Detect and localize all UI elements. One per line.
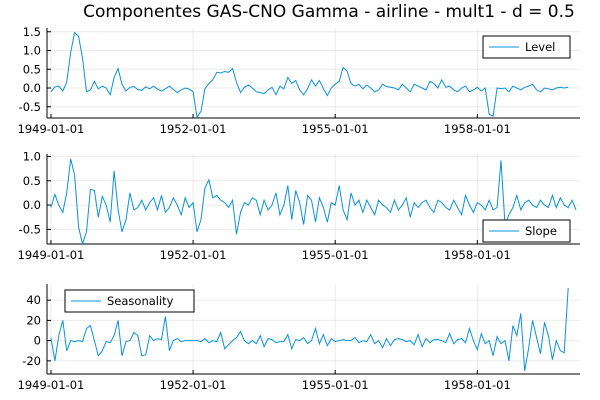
y-tick-label: -20 <box>22 354 41 368</box>
y-tick-label: 0.5 <box>23 174 41 188</box>
legend-box <box>482 35 571 59</box>
chart-title: Componentes GAS-CNO Gamma - airline - mu… <box>83 2 575 22</box>
legend-seasonality: Seasonality <box>64 289 195 313</box>
y-tick-label: 0.0 <box>23 81 41 95</box>
x-tick-label: 1958-01-01 <box>444 378 511 392</box>
x-tick-label: 1958-01-01 <box>444 248 511 262</box>
x-tick-label: 1952-01-01 <box>160 122 227 136</box>
y-tick-label: 40 <box>26 293 41 307</box>
legend-box <box>64 289 195 313</box>
panel-level: 1.5 1.0 0.5 0.0 -0.5 1949-01-01 1952-01-01 1955… <box>18 25 580 136</box>
x-tick-label: 1955-01-01 <box>302 248 369 262</box>
x-tick-label: 1958-01-01 <box>444 122 511 136</box>
x-tick-label: 1955-01-01 <box>302 378 369 392</box>
y-tick-label: 1.5 <box>23 25 41 39</box>
x-tick-label: 1955-01-01 <box>302 122 369 136</box>
y-tick-label: 0.0 <box>23 198 41 212</box>
x-tick-label: 1952-01-01 <box>160 378 227 392</box>
y-tick-label: 0 <box>34 334 41 348</box>
panel-seasonality: 40 20 0 -20 1949-01-01 1952-01-01 1955-01-01 19… <box>18 284 580 392</box>
x-tick-label: 1949-01-01 <box>18 122 85 136</box>
legend-label: Slope <box>525 224 557 238</box>
y-tick-label: -0.5 <box>19 222 41 236</box>
series-line-level <box>50 31 569 119</box>
legend-level: Level <box>482 35 571 59</box>
y-tick-label: 1.0 <box>23 149 41 163</box>
x-tick-label: 1949-01-01 <box>18 378 85 392</box>
x-tick-label: 1949-01-01 <box>18 248 85 262</box>
series-line-seasonality <box>50 287 569 372</box>
y-tick-label: 1.0 <box>23 44 41 58</box>
panel-slope: 1.0 0.5 0.0 -0.5 1949-01-01 1952-01-01 1955-01… <box>18 149 580 262</box>
legend-label: Level <box>525 40 555 54</box>
y-tick-label: 0.5 <box>23 62 41 76</box>
legend-slope: Slope <box>482 219 571 243</box>
x-tick-label: 1952-01-01 <box>160 248 227 262</box>
series-line-slope <box>50 158 577 246</box>
legend-box <box>482 219 571 243</box>
legend-label: Seasonality <box>107 294 174 308</box>
y-tick-label: -0.5 <box>19 100 41 114</box>
y-tick-label: 20 <box>26 313 41 327</box>
